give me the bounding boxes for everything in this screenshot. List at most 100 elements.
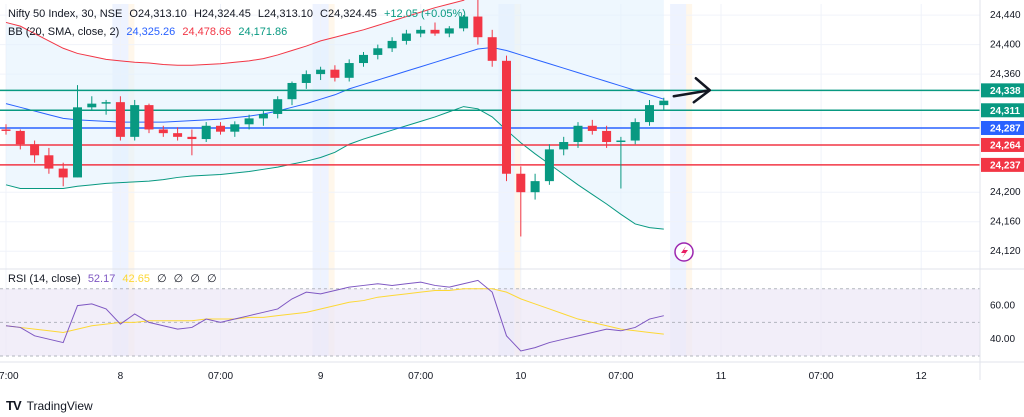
candle — [459, 15, 469, 32]
candle-body — [659, 100, 669, 106]
candle-body — [144, 105, 154, 130]
rsi-label: RSI (14, close) — [8, 273, 81, 285]
level-badge-label: 24,264 — [990, 140, 1021, 151]
candle — [287, 81, 297, 106]
price-tick-label: 24,200 — [990, 187, 1021, 198]
candle-body — [316, 69, 326, 75]
price-tick-label: 24,360 — [990, 69, 1021, 80]
candle — [15, 129, 25, 150]
price-legend: Nifty 50 Index, 30, NSE O24,313.10 H24,3… — [8, 8, 470, 20]
candle — [101, 99, 111, 115]
level-badge-0 — [981, 83, 1024, 98]
level-badge-label: 24,237 — [990, 160, 1021, 171]
time-tick-label: 9 — [318, 371, 324, 382]
candle — [630, 118, 640, 145]
candle-body — [44, 155, 54, 169]
candle-body — [15, 130, 25, 145]
candle — [201, 122, 211, 143]
candle — [401, 29, 411, 45]
candle-body — [630, 122, 640, 141]
level-badge-label: 24,338 — [990, 86, 1021, 97]
candle-body — [101, 102, 111, 104]
candle — [502, 55, 511, 182]
open-value: O24,313.10 — [129, 8, 187, 20]
price-tick-label: 24,160 — [990, 217, 1021, 228]
rsi-band — [0, 288, 980, 356]
rsi-extra-3: ∅ — [190, 273, 200, 285]
candle — [645, 99, 654, 126]
candle-body — [587, 125, 597, 131]
candle — [616, 136, 626, 189]
tradingview-logo-icon: TV — [6, 398, 22, 413]
bb-lower-value: 24,171.86 — [238, 26, 288, 38]
price-tick-label: 24,400 — [990, 40, 1021, 51]
candle-body — [1, 129, 11, 131]
time-tick-label: 10 — [515, 371, 527, 382]
candle — [544, 144, 554, 185]
candle-body — [287, 82, 297, 100]
candle-body — [301, 74, 311, 83]
arrow-drawing — [672, 77, 712, 104]
candle — [230, 121, 240, 137]
candle — [44, 147, 54, 174]
candle-body — [187, 136, 197, 140]
low-value: L24,313.10 — [257, 8, 313, 20]
time-tick-label: 07:00 — [408, 371, 433, 382]
change-value: +12.05 (+0.05%) — [384, 8, 466, 20]
candle — [373, 44, 383, 60]
level-badge-label: 24,287 — [990, 123, 1021, 134]
level-badge-3 — [981, 137, 1024, 152]
candle — [30, 140, 40, 163]
candle-body — [73, 107, 82, 178]
candle-body — [359, 54, 368, 64]
level-badge-label: 24,311 — [990, 106, 1020, 117]
candle — [559, 136, 569, 156]
candle — [301, 70, 311, 89]
candle-body — [273, 99, 283, 114]
symbol-label: Nifty 50 Index, 30, NSE — [8, 8, 123, 20]
session-band-3 — [670, 4, 687, 356]
rsi-tick-label: 40.00 — [990, 334, 1015, 345]
candle-body — [544, 149, 554, 182]
candle-body — [459, 16, 469, 29]
candle-body — [30, 144, 40, 156]
candle-body — [373, 48, 383, 55]
candle-body — [502, 60, 511, 174]
candle — [516, 166, 526, 237]
time-tick-label: 07:00 — [208, 371, 233, 382]
session-band-alt-3 — [686, 4, 693, 356]
candle-body — [602, 130, 612, 143]
candle-body — [616, 140, 626, 143]
candle — [258, 111, 268, 126]
candle — [387, 37, 397, 52]
candle-body — [58, 168, 68, 178]
rsi-extra-4: ∅ — [206, 273, 217, 285]
candle — [530, 173, 540, 200]
candle-body — [330, 69, 340, 78]
candle-body — [387, 40, 397, 49]
time-tick-label: 07:00 — [608, 371, 633, 382]
level-badge-4 — [981, 157, 1024, 172]
candle-body — [115, 102, 125, 137]
candle — [344, 59, 354, 82]
candle — [487, 29, 497, 67]
candle-body — [216, 125, 225, 132]
brand-footer: TV TradingView — [6, 398, 93, 413]
candle — [359, 51, 368, 67]
candle — [73, 85, 82, 178]
candle-body — [516, 173, 526, 193]
bb-upper-value: 24,478.66 — [182, 26, 232, 38]
price-tick-label: 24,440 — [990, 10, 1021, 21]
bb-basis-line — [5, 47, 664, 123]
candle-body — [416, 29, 426, 34]
bb-basis-value: 24,325.26 — [126, 26, 176, 38]
candle-body — [244, 118, 254, 125]
candle — [144, 103, 154, 134]
candle-body — [230, 124, 240, 132]
time-tick-label: 07:00 — [0, 371, 19, 382]
candle-body — [201, 125, 211, 140]
rsi-ma-value: 42.65 — [122, 273, 150, 285]
candle — [58, 162, 68, 187]
candle — [602, 125, 612, 148]
